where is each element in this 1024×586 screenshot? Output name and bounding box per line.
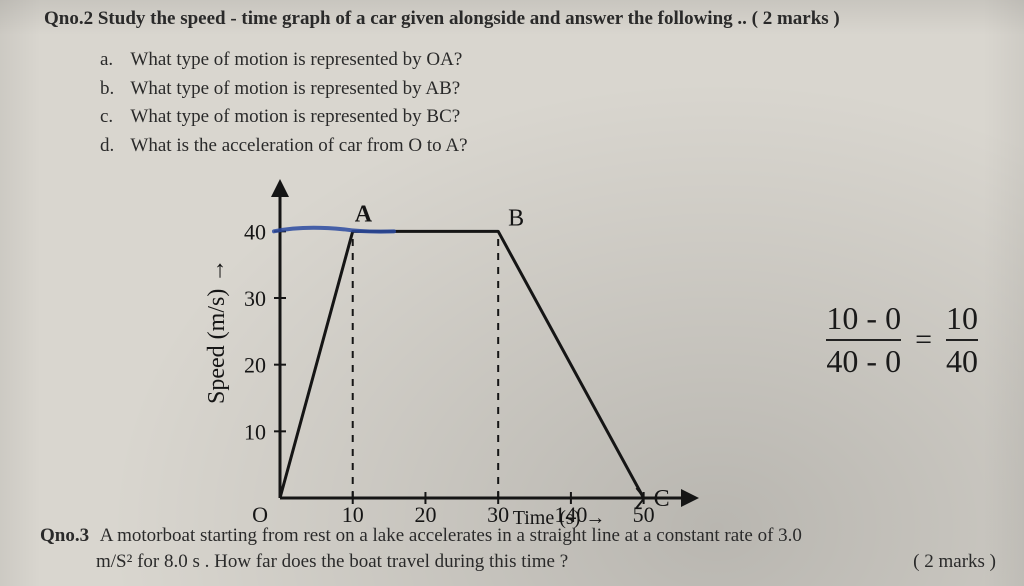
q2-label: Qno.2 xyxy=(44,8,93,29)
question-3: Qno.3 A motorboat starting from rest on … xyxy=(40,523,996,576)
question-2-header: Qno.2 Study the speed - time graph of a … xyxy=(44,8,1000,30)
option-d: d. What is the acceleration of car from … xyxy=(100,132,468,161)
q2-text: Study the speed - time graph of a car gi… xyxy=(98,8,840,29)
q3-label: Qno.3 xyxy=(40,523,96,550)
frac2-denominator: 40 xyxy=(946,343,978,380)
frac2-numerator: 10 xyxy=(946,300,978,337)
speed-time-graph: 1020304010203014050OSpeed (m/s) →Time (s… xyxy=(190,168,710,538)
frac-numerator: 10 - 0 xyxy=(826,300,901,337)
svg-text:20: 20 xyxy=(244,353,266,378)
option-a: a. What type of motion is represented by… xyxy=(100,46,468,75)
question-2-options: a. What type of motion is represented by… xyxy=(100,46,468,160)
svg-text:Speed (m/s) →: Speed (m/s) → xyxy=(204,259,230,404)
q3-line2: m/S² for 8.0 s . How far does the boat t… xyxy=(96,551,568,572)
equals-sign: = xyxy=(915,323,932,357)
svg-text:B: B xyxy=(508,205,524,231)
svg-text:A: A xyxy=(355,201,373,227)
svg-text:30: 30 xyxy=(244,286,266,311)
q3-line1: A motorboat starting from rest on a lake… xyxy=(100,525,802,546)
svg-text:C: C xyxy=(654,486,670,512)
handwritten-fraction: 10 - 0 40 - 0 = 10 40 xyxy=(826,300,978,380)
frac-denominator: 40 - 0 xyxy=(826,343,901,380)
option-c: c. What type of motion is represented by… xyxy=(100,103,468,132)
q3-marks: ( 2 marks ) xyxy=(913,549,996,576)
svg-text:10: 10 xyxy=(244,419,266,444)
svg-text:40: 40 xyxy=(244,219,266,244)
option-b: b. What type of motion is represented by… xyxy=(100,75,468,104)
